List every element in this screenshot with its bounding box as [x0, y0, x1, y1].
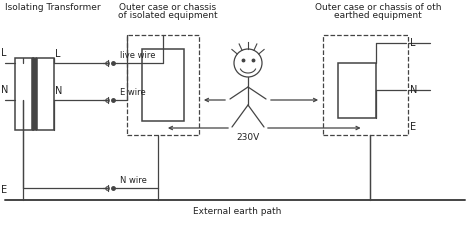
- Text: L: L: [55, 49, 61, 59]
- Text: E wire: E wire: [120, 88, 146, 97]
- Text: L: L: [410, 38, 416, 48]
- Text: N: N: [410, 85, 418, 95]
- Text: External earth path: External earth path: [193, 208, 281, 217]
- Bar: [323, 35, 408, 135]
- Bar: [142, 49, 184, 121]
- Text: N wire: N wire: [120, 176, 147, 185]
- Text: Outer case or chassis: Outer case or chassis: [119, 2, 217, 11]
- Bar: [37, 58, 54, 130]
- Bar: [15, 58, 32, 130]
- Text: earthed equipment: earthed equipment: [334, 10, 422, 20]
- Text: E: E: [410, 122, 416, 132]
- Text: E: E: [1, 185, 7, 195]
- Text: L: L: [1, 48, 7, 58]
- Bar: [338, 63, 376, 118]
- Text: Outer case or chassis of oth: Outer case or chassis of oth: [315, 2, 441, 11]
- Text: N: N: [1, 85, 9, 95]
- Text: 230V: 230V: [237, 133, 260, 143]
- Text: Isolating Transformer: Isolating Transformer: [5, 3, 100, 12]
- Text: live wire: live wire: [120, 51, 155, 60]
- Bar: [127, 35, 199, 135]
- Text: N: N: [55, 86, 63, 96]
- Text: of isolated equipment: of isolated equipment: [118, 10, 218, 20]
